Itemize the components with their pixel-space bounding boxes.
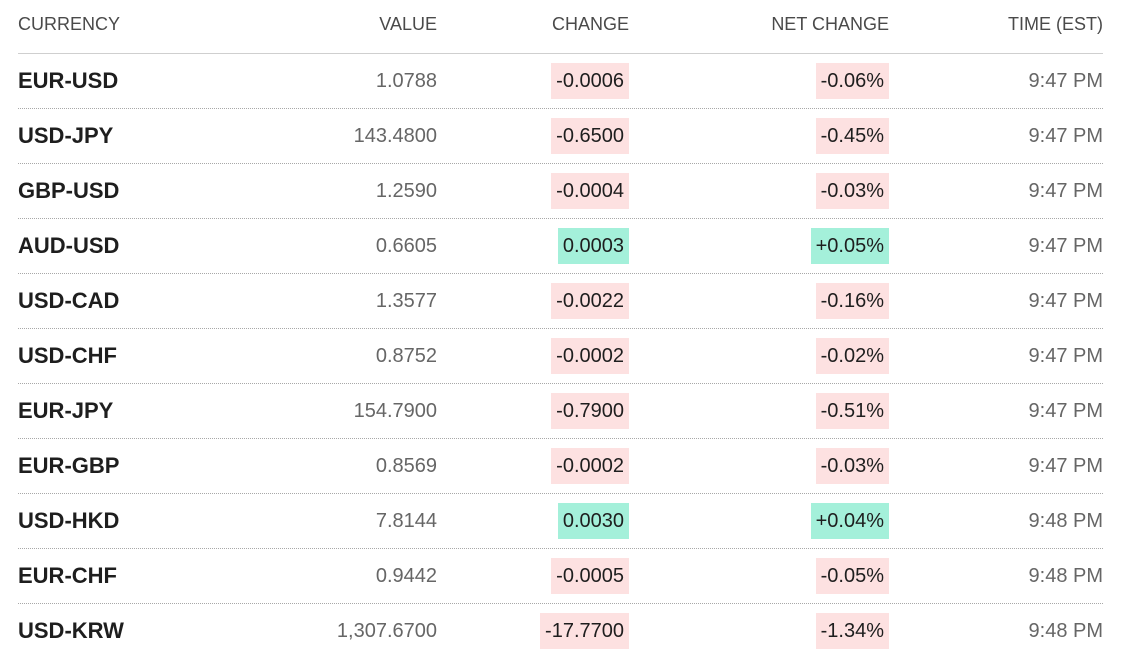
change: -0.7900 [551, 393, 629, 429]
value: 1.0788 [375, 70, 437, 92]
currency-pair: USD-HKD [18, 508, 120, 533]
column-header: TIME (EST) [1008, 14, 1103, 34]
row-divider [18, 603, 1103, 604]
row-divider [18, 328, 1103, 329]
row-divider [18, 218, 1103, 219]
currency-pair: AUD-USD [18, 233, 120, 258]
net-change: -0.05% [815, 558, 889, 594]
time: 9:47 PM [1028, 455, 1103, 477]
value: 143.4800 [353, 125, 437, 147]
time: 9:47 PM [1028, 290, 1103, 312]
value: 0.6605 [375, 235, 437, 257]
column-header: CHANGE [551, 14, 629, 34]
net-change: -1.34% [815, 613, 889, 649]
change: -0.0002 [551, 338, 629, 374]
change: -0.0006 [551, 63, 629, 99]
time: 9:48 PM [1028, 620, 1103, 642]
change: -0.0022 [551, 283, 629, 319]
row-divider [18, 548, 1103, 549]
time: 9:48 PM [1028, 510, 1103, 532]
change: -0.0005 [551, 558, 629, 594]
value: 0.9442 [375, 565, 437, 587]
net-change: +0.04% [810, 503, 889, 539]
time: 9:48 PM [1028, 565, 1103, 587]
net-change: -0.03% [815, 448, 889, 484]
change: 0.0003 [557, 228, 629, 264]
change: -0.0004 [551, 173, 629, 209]
value: 7.8144 [375, 510, 437, 532]
change: 0.0030 [557, 503, 629, 539]
value: 1.3577 [375, 290, 437, 312]
value: 154.7900 [353, 400, 437, 422]
row-divider [18, 493, 1103, 494]
currency-pair: USD-JPY [18, 123, 114, 148]
net-change: -0.02% [815, 338, 889, 374]
net-change: -0.03% [815, 173, 889, 209]
currency-pair: USD-CHF [18, 343, 117, 368]
net-change: +0.05% [810, 228, 889, 264]
currency-pair: EUR-JPY [18, 398, 114, 423]
row-divider [18, 163, 1103, 164]
value: 0.8569 [375, 455, 437, 477]
time: 9:47 PM [1028, 125, 1103, 147]
currency-pair: USD-KRW [18, 618, 124, 643]
header-rule [18, 53, 1103, 54]
net-change: -0.45% [815, 118, 889, 154]
column-header: CURRENCY [18, 14, 121, 34]
time: 9:47 PM [1028, 235, 1103, 257]
time: 9:47 PM [1028, 400, 1103, 422]
time: 9:47 PM [1028, 180, 1103, 202]
net-change: -0.16% [815, 283, 889, 319]
time: 9:47 PM [1028, 70, 1103, 92]
net-change: -0.51% [815, 393, 889, 429]
currency-pair: EUR-GBP [18, 453, 120, 478]
currency-pair: GBP-USD [18, 178, 120, 203]
value: 0.8752 [375, 345, 437, 367]
time: 9:47 PM [1028, 345, 1103, 367]
row-divider [18, 438, 1103, 439]
value: 1.2590 [375, 180, 437, 202]
currency-pair: EUR-USD [18, 68, 119, 93]
change: -17.7700 [540, 613, 629, 649]
currency-pair: USD-CAD [18, 288, 120, 313]
column-header: VALUE [379, 14, 437, 34]
row-divider [18, 108, 1103, 109]
currency-pair: EUR-CHF [18, 563, 117, 588]
row-divider [18, 383, 1103, 384]
net-change: -0.06% [815, 63, 889, 99]
column-header: NET CHANGE [771, 14, 889, 34]
value: 1,307.6700 [336, 620, 437, 642]
row-divider [18, 273, 1103, 274]
change: -0.0002 [551, 448, 629, 484]
change: -0.6500 [551, 118, 629, 154]
